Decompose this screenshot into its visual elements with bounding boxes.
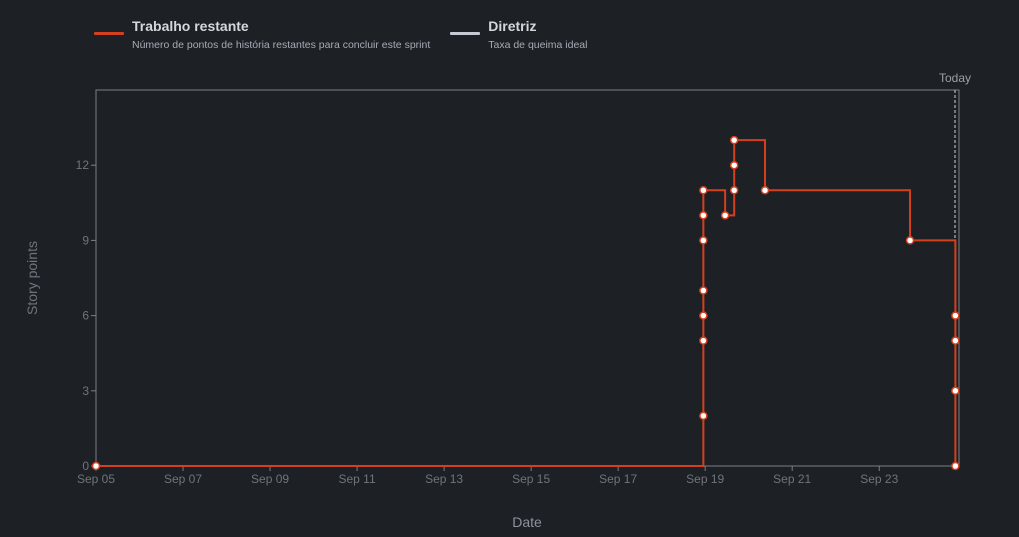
- data-point-remaining-work[interactable]: [729, 135, 739, 145]
- legend-title-remaining-work: Trabalho restante: [132, 18, 249, 34]
- legend-title-guideline: Diretriz: [488, 18, 537, 34]
- legend-swatch-remaining-work: [94, 32, 124, 35]
- x-tick-label: Sep 15: [512, 472, 550, 486]
- plot-area: [95, 89, 960, 467]
- data-point-remaining-work[interactable]: [720, 211, 730, 220]
- data-point-remaining-work[interactable]: [905, 236, 915, 245]
- data-point-remaining-work[interactable]: [699, 336, 708, 345]
- x-tick-label: Sep 05: [77, 472, 115, 486]
- x-tick-label: Sep 07: [164, 472, 202, 486]
- legend-item-remaining-work[interactable]: Trabalho restante Número de pontos de hi…: [94, 16, 430, 54]
- data-point-remaining-work[interactable]: [91, 461, 101, 471]
- x-tick-label: Sep 11: [338, 472, 375, 486]
- y-tick-label: 6: [82, 309, 89, 323]
- x-tick-label: Sep 13: [425, 472, 463, 486]
- data-point-remaining-work[interactable]: [951, 386, 960, 396]
- data-point-remaining-work[interactable]: [951, 336, 960, 345]
- data-point-remaining-work[interactable]: [951, 461, 960, 471]
- y-tick-label: 9: [82, 233, 89, 247]
- data-point-remaining-work[interactable]: [760, 186, 770, 195]
- y-tick-label: 3: [82, 384, 89, 398]
- y-tick-label: 12: [76, 158, 90, 172]
- data-point-remaining-work[interactable]: [699, 286, 708, 295]
- x-axis-label: Date: [512, 514, 542, 530]
- x-tick-label: Sep 23: [860, 472, 898, 486]
- data-point-remaining-work[interactable]: [729, 186, 739, 195]
- chart-legend: Trabalho restante Número de pontos de hi…: [94, 16, 607, 54]
- legend-item-guideline[interactable]: Diretriz Taxa de queima ideal: [450, 16, 587, 54]
- data-point-remaining-work[interactable]: [729, 160, 739, 170]
- today-label: Today: [939, 71, 971, 85]
- y-tick-label: 0: [82, 459, 89, 473]
- data-point-remaining-work[interactable]: [699, 211, 708, 220]
- data-point-remaining-work[interactable]: [699, 411, 708, 421]
- legend-description-guideline: Taxa de queima ideal: [488, 39, 588, 51]
- legend-description-remaining-work: Número de pontos de história restantes p…: [132, 39, 431, 51]
- data-point-remaining-work[interactable]: [951, 311, 960, 320]
- series-line-remaining-work: [96, 139, 957, 467]
- legend-swatch-guideline: [450, 32, 481, 35]
- x-tick-label: Sep 19: [686, 472, 724, 486]
- y-axis-label: Story points: [24, 241, 40, 315]
- x-tick-label: Sep 09: [251, 472, 289, 486]
- x-tick-label: Sep 17: [599, 472, 637, 486]
- data-point-remaining-work[interactable]: [699, 186, 708, 195]
- x-tick-label: Sep 21: [773, 472, 811, 486]
- data-point-remaining-work[interactable]: [699, 311, 708, 320]
- data-point-remaining-work[interactable]: [699, 236, 708, 245]
